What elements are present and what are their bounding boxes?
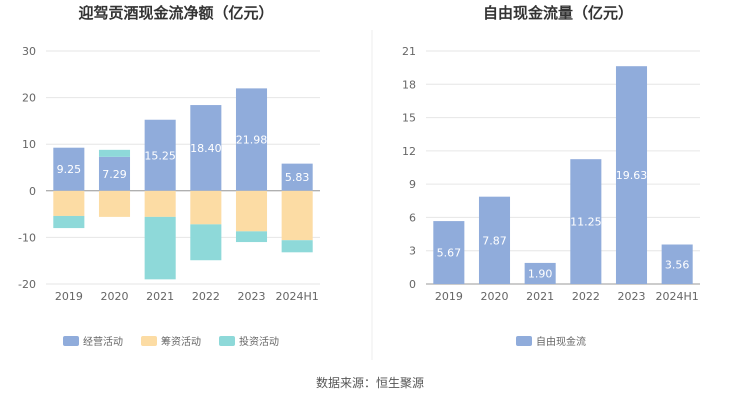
data-label-2024H1: 3.56 — [665, 258, 690, 271]
bar-free_cash_flow-2019 — [433, 221, 465, 284]
x-tick-label: 2022 — [192, 290, 220, 303]
bar-operating-2022 — [190, 105, 222, 191]
bar-investing-2024H1 — [281, 240, 313, 253]
bar-investing-2020 — [98, 149, 131, 157]
legend-label-free_cash_flow: 自由现金流 — [536, 335, 586, 348]
chart2-grid — [426, 50, 700, 285]
legend-label-operating: 经营活动 — [83, 335, 123, 348]
bar-operating-2020 — [98, 156, 131, 191]
chart2-x-axis: 2019 2020 2021 2022 2023 2024H1 — [435, 290, 699, 303]
data-label-2019: 9.25 — [57, 163, 82, 176]
net-cash-flow-chart: 迎驾贡酒现金流净额（亿元） 30 20 10 0 -10 -20 2019 2020 2021… — [18, 4, 320, 348]
chart1-title: 迎驾贡酒现金流净额（亿元） — [78, 4, 273, 22]
bar-free_cash_flow-2020 — [478, 196, 511, 284]
y-tick-label: 9 — [409, 178, 416, 191]
bar-operating-2024H1 — [281, 163, 313, 191]
chart2-data-labels: 5.67 7.87 1.90 11.25 19.63 3.56 — [437, 169, 690, 280]
chart1-legend: 经营活动 筹资活动 投资活动 — [63, 335, 279, 348]
y-tick-label: 0 — [409, 278, 416, 291]
data-label-2020: 7.87 — [482, 234, 507, 247]
bar-financing-2021 — [144, 190, 176, 217]
y-tick-label: 6 — [409, 211, 416, 224]
data-label-2021: 15.25 — [144, 149, 176, 162]
data-source: 数据来源：恒生聚源 — [316, 375, 424, 390]
y-tick-label: 12 — [402, 145, 416, 158]
chart1-bars — [53, 88, 313, 280]
bar-financing-2024H1 — [281, 190, 313, 241]
bar-free_cash_flow-2024H1 — [661, 244, 693, 284]
y-tick-label: -10 — [18, 231, 36, 244]
x-tick-label: 2024H1 — [276, 290, 319, 303]
data-label-2023: 19.63 — [616, 169, 648, 182]
x-tick-label: 2019 — [435, 290, 463, 303]
bar-operating-2019 — [53, 147, 85, 191]
bar-investing-2019 — [53, 215, 85, 229]
bar-free_cash_flow-2021 — [524, 262, 556, 284]
y-tick-label: 0 — [29, 185, 36, 198]
legend-swatch-free_cash_flow — [516, 336, 532, 346]
bar-investing-2022 — [190, 224, 222, 261]
y-tick-label: 18 — [402, 78, 416, 91]
bar-financing-2022 — [190, 190, 222, 225]
chart1-grid — [46, 50, 320, 285]
data-label-2023: 21.98 — [236, 134, 268, 147]
free-cash-flow-chart: 自由现金流量（亿元） 21 18 15 12 9 6 3 0 2019 2020 2021 2022… — [402, 4, 700, 348]
chart1-y-axis: 30 20 10 0 -10 -20 — [18, 45, 36, 291]
data-label-2020: 7.29 — [102, 168, 127, 181]
bar-operating-2023 — [235, 88, 268, 191]
data-label-2022: 11.25 — [570, 216, 602, 229]
legend-swatch-financing — [141, 336, 157, 346]
y-tick-label: 10 — [22, 138, 36, 151]
y-tick-label: -20 — [18, 278, 36, 291]
chart2-legend: 自由现金流 — [516, 335, 586, 348]
x-tick-label: 2021 — [526, 290, 554, 303]
x-tick-label: 2023 — [618, 290, 646, 303]
x-tick-label: 2020 — [101, 290, 129, 303]
x-tick-label: 2020 — [481, 290, 509, 303]
bar-financing-2023 — [235, 190, 268, 232]
data-label-2021: 1.90 — [528, 267, 553, 280]
x-tick-label: 2022 — [572, 290, 600, 303]
y-tick-label: 3 — [409, 245, 416, 258]
y-tick-label: 20 — [22, 92, 36, 105]
bar-financing-2019 — [53, 190, 85, 216]
bar-financing-2020 — [98, 190, 131, 217]
x-tick-label: 2021 — [146, 290, 174, 303]
y-tick-label: 30 — [22, 45, 36, 58]
bar-investing-2023 — [235, 231, 268, 243]
chart2-y-axis: 21 18 15 12 9 6 3 0 — [402, 45, 416, 291]
y-tick-label: 15 — [402, 112, 416, 125]
x-tick-label: 2023 — [238, 290, 266, 303]
legend-swatch-investing — [219, 336, 235, 346]
bar-operating-2021 — [144, 119, 176, 191]
legend-label-investing: 投资活动 — [239, 335, 279, 348]
bar-free_cash_flow-2022 — [570, 159, 602, 284]
bar-free_cash_flow-2023 — [615, 66, 648, 285]
x-tick-label: 2019 — [55, 290, 83, 303]
legend-swatch-operating — [63, 336, 79, 346]
data-label-2022: 18.40 — [190, 142, 222, 155]
chart1-x-axis: 2019 2020 2021 2022 2023 2024H1 — [55, 290, 319, 303]
x-tick-label: 2024H1 — [656, 290, 699, 303]
chart2-title: 自由现金流量（亿元） — [483, 4, 633, 22]
data-label-2024H1: 5.83 — [285, 171, 310, 184]
bar-investing-2021 — [144, 216, 176, 280]
y-tick-label: 21 — [402, 45, 416, 58]
chart1-data-labels: 9.25 7.29 15.25 18.40 21.98 5.83 — [57, 134, 310, 185]
legend-label-financing: 筹资活动 — [161, 335, 201, 348]
data-label-2019: 5.67 — [437, 247, 462, 260]
chart2-bars — [433, 66, 693, 285]
